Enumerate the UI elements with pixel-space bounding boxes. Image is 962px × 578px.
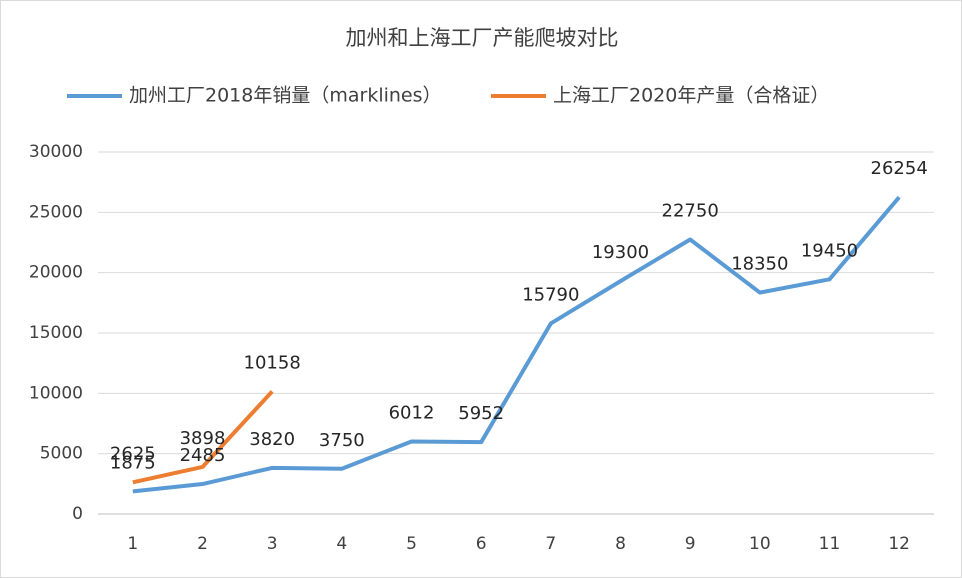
x-tick-label: 5 <box>406 534 417 554</box>
y-tick-label: 0 <box>72 504 83 524</box>
data-label: 3750 <box>319 430 365 451</box>
data-label: 5952 <box>458 403 504 424</box>
x-tick-label: 7 <box>545 534 556 554</box>
x-tick-label: 1 <box>127 534 138 554</box>
data-label: 18350 <box>731 254 788 275</box>
x-tick-label: 4 <box>336 534 347 554</box>
data-label: 26254 <box>871 158 928 179</box>
series-line <box>132 390 274 485</box>
x-tick-label: 2 <box>197 534 208 554</box>
data-label: 3898 <box>180 428 226 449</box>
legend-label: 加州工厂2018年销量（marklines） <box>129 85 442 107</box>
data-label: 15790 <box>522 284 579 305</box>
data-label: 3820 <box>249 429 295 450</box>
x-tick-label: 11 <box>819 534 841 554</box>
x-tick-label: 6 <box>476 534 487 554</box>
data-label: 22750 <box>662 200 719 221</box>
data-label: 2625 <box>110 443 156 464</box>
y-tick-label: 20000 <box>29 263 83 283</box>
y-tick-label: 15000 <box>29 323 83 343</box>
y-tick-label: 10000 <box>29 383 83 403</box>
data-label: 19300 <box>592 242 649 263</box>
y-tick-label: 25000 <box>29 202 83 222</box>
data-label: 2485 <box>180 445 226 466</box>
x-tick-label: 8 <box>615 534 626 554</box>
y-tick-label: 5000 <box>40 444 83 464</box>
data-label: 6012 <box>389 402 435 423</box>
series-line <box>132 195 901 494</box>
x-tick-label: 3 <box>267 534 278 554</box>
x-tick-label: 9 <box>685 534 696 554</box>
data-label: 10158 <box>244 352 301 373</box>
y-tick-label: 30000 <box>29 142 83 162</box>
chart-title: 加州和上海工厂产能爬坡对比 <box>346 26 619 50</box>
data-label: 1875 <box>110 452 156 473</box>
data-label: 19450 <box>801 240 858 261</box>
x-tick-label: 10 <box>749 534 771 554</box>
legend-label: 上海工厂2020年产量（合格证） <box>553 85 829 107</box>
x-tick-label: 12 <box>888 534 910 554</box>
